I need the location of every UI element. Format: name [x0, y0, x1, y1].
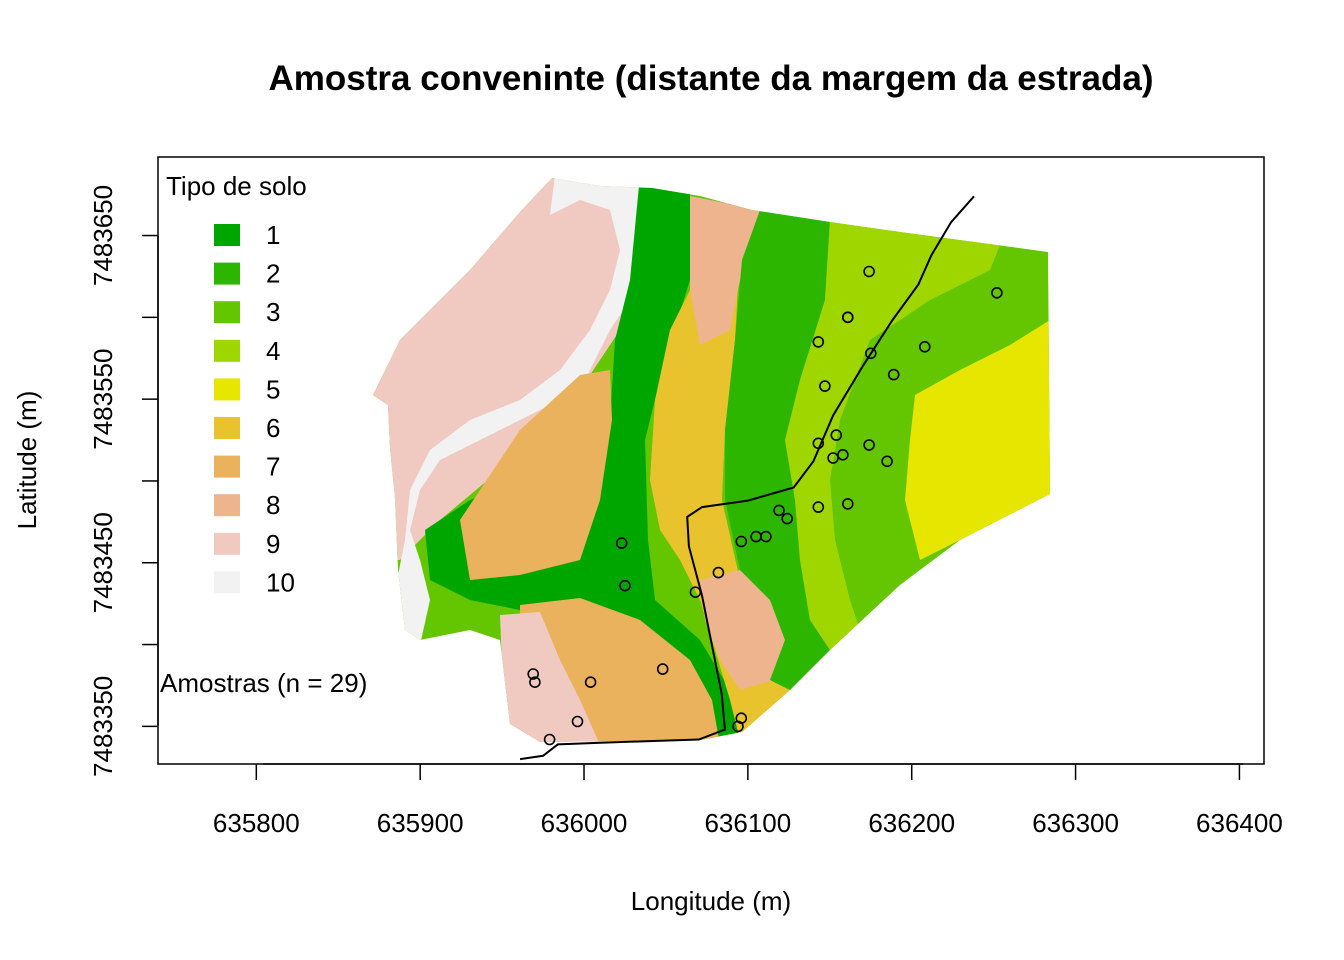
- sample-point: [881, 455, 893, 468]
- sample-point: [615, 537, 628, 549]
- legend-swatch-10: [214, 571, 240, 594]
- y-tick-label: 7483450: [88, 512, 118, 613]
- y-tick-label: 7483350: [88, 676, 118, 777]
- sample-point: [812, 437, 825, 450]
- legend-label-4: 4: [266, 336, 280, 366]
- zone-type-5: [905, 320, 1050, 560]
- legend-label-9: 9: [266, 529, 280, 559]
- legend-swatch-5: [214, 378, 240, 401]
- sample-point: [887, 368, 900, 381]
- x-tick-label: 635800: [213, 808, 300, 838]
- sample-point: [735, 535, 748, 548]
- sample-point: [918, 340, 931, 353]
- sample-point: [812, 336, 825, 348]
- x-tick-label: 635900: [377, 808, 464, 838]
- zone-type-8: [690, 196, 760, 345]
- x-axis-label: Longitude (m): [631, 886, 791, 916]
- legend-swatch-1: [214, 224, 240, 246]
- legend-swatch-7: [214, 455, 240, 478]
- chart-title: Amostra conveninte (distante da margem d…: [269, 59, 1154, 98]
- samples-label: Amostras (n = 29): [160, 668, 367, 698]
- y-axis-label: Latitude (m): [12, 391, 42, 530]
- legend: Tipo de solo 1 2 3 4 5 6 7 8 9 10 Amostras (n = 2…: [160, 171, 367, 698]
- legend-swatch-4: [214, 339, 240, 362]
- legend-label-6: 6: [266, 413, 280, 443]
- sample-point: [863, 265, 875, 278]
- sample-point: [571, 715, 584, 728]
- sample-point: [656, 663, 669, 675]
- x-tick-label: 636400: [1196, 808, 1283, 838]
- sample-point: [619, 579, 631, 592]
- soil-raster: [373, 178, 1050, 742]
- zone-type-10: [395, 178, 655, 645]
- zone-type-7: [460, 370, 612, 580]
- sample-point: [689, 586, 702, 599]
- y-tick-label: 7483550: [88, 349, 118, 450]
- zone-type-6: [650, 250, 790, 740]
- sample-points: [527, 265, 1003, 746]
- legend-label-3: 3: [266, 297, 280, 327]
- sample-point: [760, 530, 772, 543]
- sample-point: [812, 501, 825, 513]
- legend-label-1: 1: [266, 220, 280, 250]
- legend-label-2: 2: [266, 259, 280, 289]
- x-tick-label: 636200: [868, 808, 955, 838]
- y-axis: 7483350 7483450 7483550 7483650: [88, 185, 159, 777]
- sample-point: [864, 347, 877, 360]
- x-tick-label: 636100: [704, 808, 791, 838]
- sample-point: [841, 311, 854, 324]
- legend-label-10: 10: [266, 567, 295, 597]
- x-tick-label: 636300: [1032, 808, 1119, 838]
- zone-type-8-south: [700, 570, 785, 690]
- zone-type-9-south: [500, 612, 600, 742]
- legend-swatch-9: [214, 532, 240, 555]
- road-line: [519, 195, 975, 761]
- sample-point: [584, 676, 597, 689]
- legend-label-8: 8: [266, 490, 280, 520]
- x-axis: 635800 635900 636000 636100 636200 636300 6364…: [213, 763, 1283, 838]
- sample-point: [863, 439, 875, 451]
- sample-point: [527, 668, 540, 680]
- legend-label-7: 7: [266, 452, 280, 482]
- sample-point: [841, 498, 854, 510]
- legend-swatch-3: [214, 301, 240, 324]
- legend-title: Tipo de solo: [166, 171, 307, 201]
- legend-swatch-2: [214, 262, 240, 285]
- sample-point: [529, 676, 541, 689]
- x-tick-label: 636000: [541, 808, 628, 838]
- sample-point: [543, 733, 556, 746]
- legend-label-5: 5: [266, 374, 280, 404]
- sample-point: [712, 566, 725, 579]
- sample-point: [991, 286, 1003, 299]
- sample-point: [732, 720, 744, 733]
- y-tick-label: 7483650: [88, 185, 118, 286]
- zone-type-4: [785, 220, 1000, 650]
- sample-point: [773, 504, 785, 517]
- sample-point: [819, 380, 831, 392]
- zone-type-2: [725, 210, 830, 690]
- sample-point: [781, 512, 794, 525]
- legend-swatch-6: [214, 417, 240, 439]
- legend-swatch-8: [214, 494, 240, 517]
- sample-point: [830, 429, 843, 441]
- sample-point: [827, 452, 839, 464]
